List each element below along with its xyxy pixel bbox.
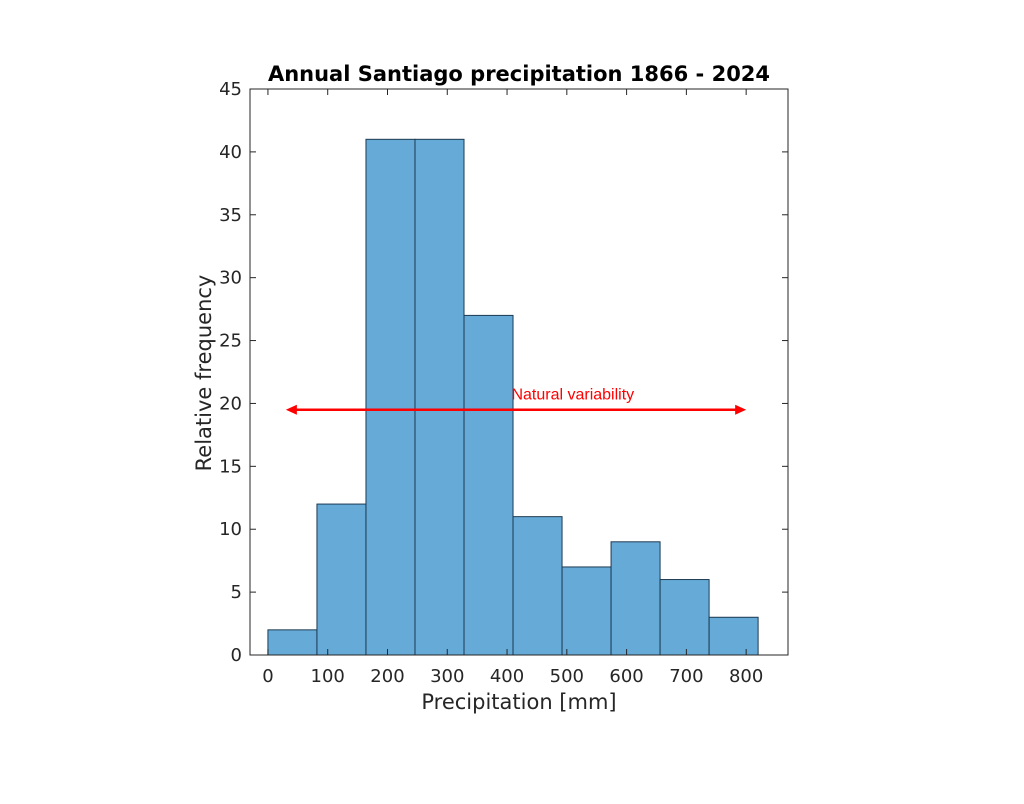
plot-frame [249,88,789,656]
y-tick-label: 40 [219,142,242,163]
x-tick-label: 500 [550,666,584,687]
y-axis-label: Relative frequency [192,275,216,472]
x-tick-label: 100 [311,666,345,687]
x-tick-label: 600 [609,666,643,687]
y-tick-label: 25 [219,331,242,352]
arrow-head-right [735,404,747,415]
x-tick-label: 200 [370,666,404,687]
arrow-head-left [285,404,297,415]
y-tick-label: 45 [219,79,242,100]
ticks-layer: 0 100 200 300 400 500 600 700 800 0 5 10 15 20 25 30 35 4… [219,79,788,687]
x-tick-label: 0 [262,666,273,687]
histogram-bar [463,314,514,656]
histogram-bar [365,138,416,656]
x-tick-label: 800 [729,666,763,687]
histogram-bar [512,516,563,656]
y-tick-label: 0 [231,645,242,666]
y-tick-label: 5 [231,582,242,603]
y-tick-label: 20 [219,393,242,414]
y-tick-label: 15 [219,456,242,477]
y-tick-label: 10 [219,519,242,540]
histogram-bar [708,616,759,656]
histogram-bar [267,629,318,656]
bars-layer [267,138,759,656]
y-tick-label: 35 [219,205,242,226]
y-tick-label: 30 [219,268,242,289]
x-tick-label: 700 [669,666,703,687]
histogram-bar [610,541,661,656]
histogram-bar [659,579,710,656]
chart-title: Annual Santiago precipitation 1866 - 202… [268,62,770,86]
histogram-bar [561,566,612,656]
annotation-layer: Natural variability [285,387,747,415]
x-tick-label: 300 [430,666,464,687]
x-axis-label: Precipitation [mm] [421,690,616,714]
annotation-label: Natural variability [511,387,634,404]
histogram-bar [316,503,367,656]
x-tick-label: 400 [490,666,524,687]
histogram-bar [414,138,465,656]
